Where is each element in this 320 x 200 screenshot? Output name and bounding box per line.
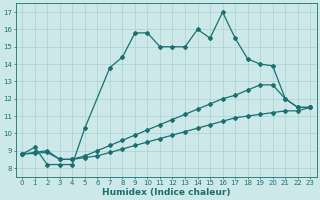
X-axis label: Humidex (Indice chaleur): Humidex (Indice chaleur) [102,188,230,197]
